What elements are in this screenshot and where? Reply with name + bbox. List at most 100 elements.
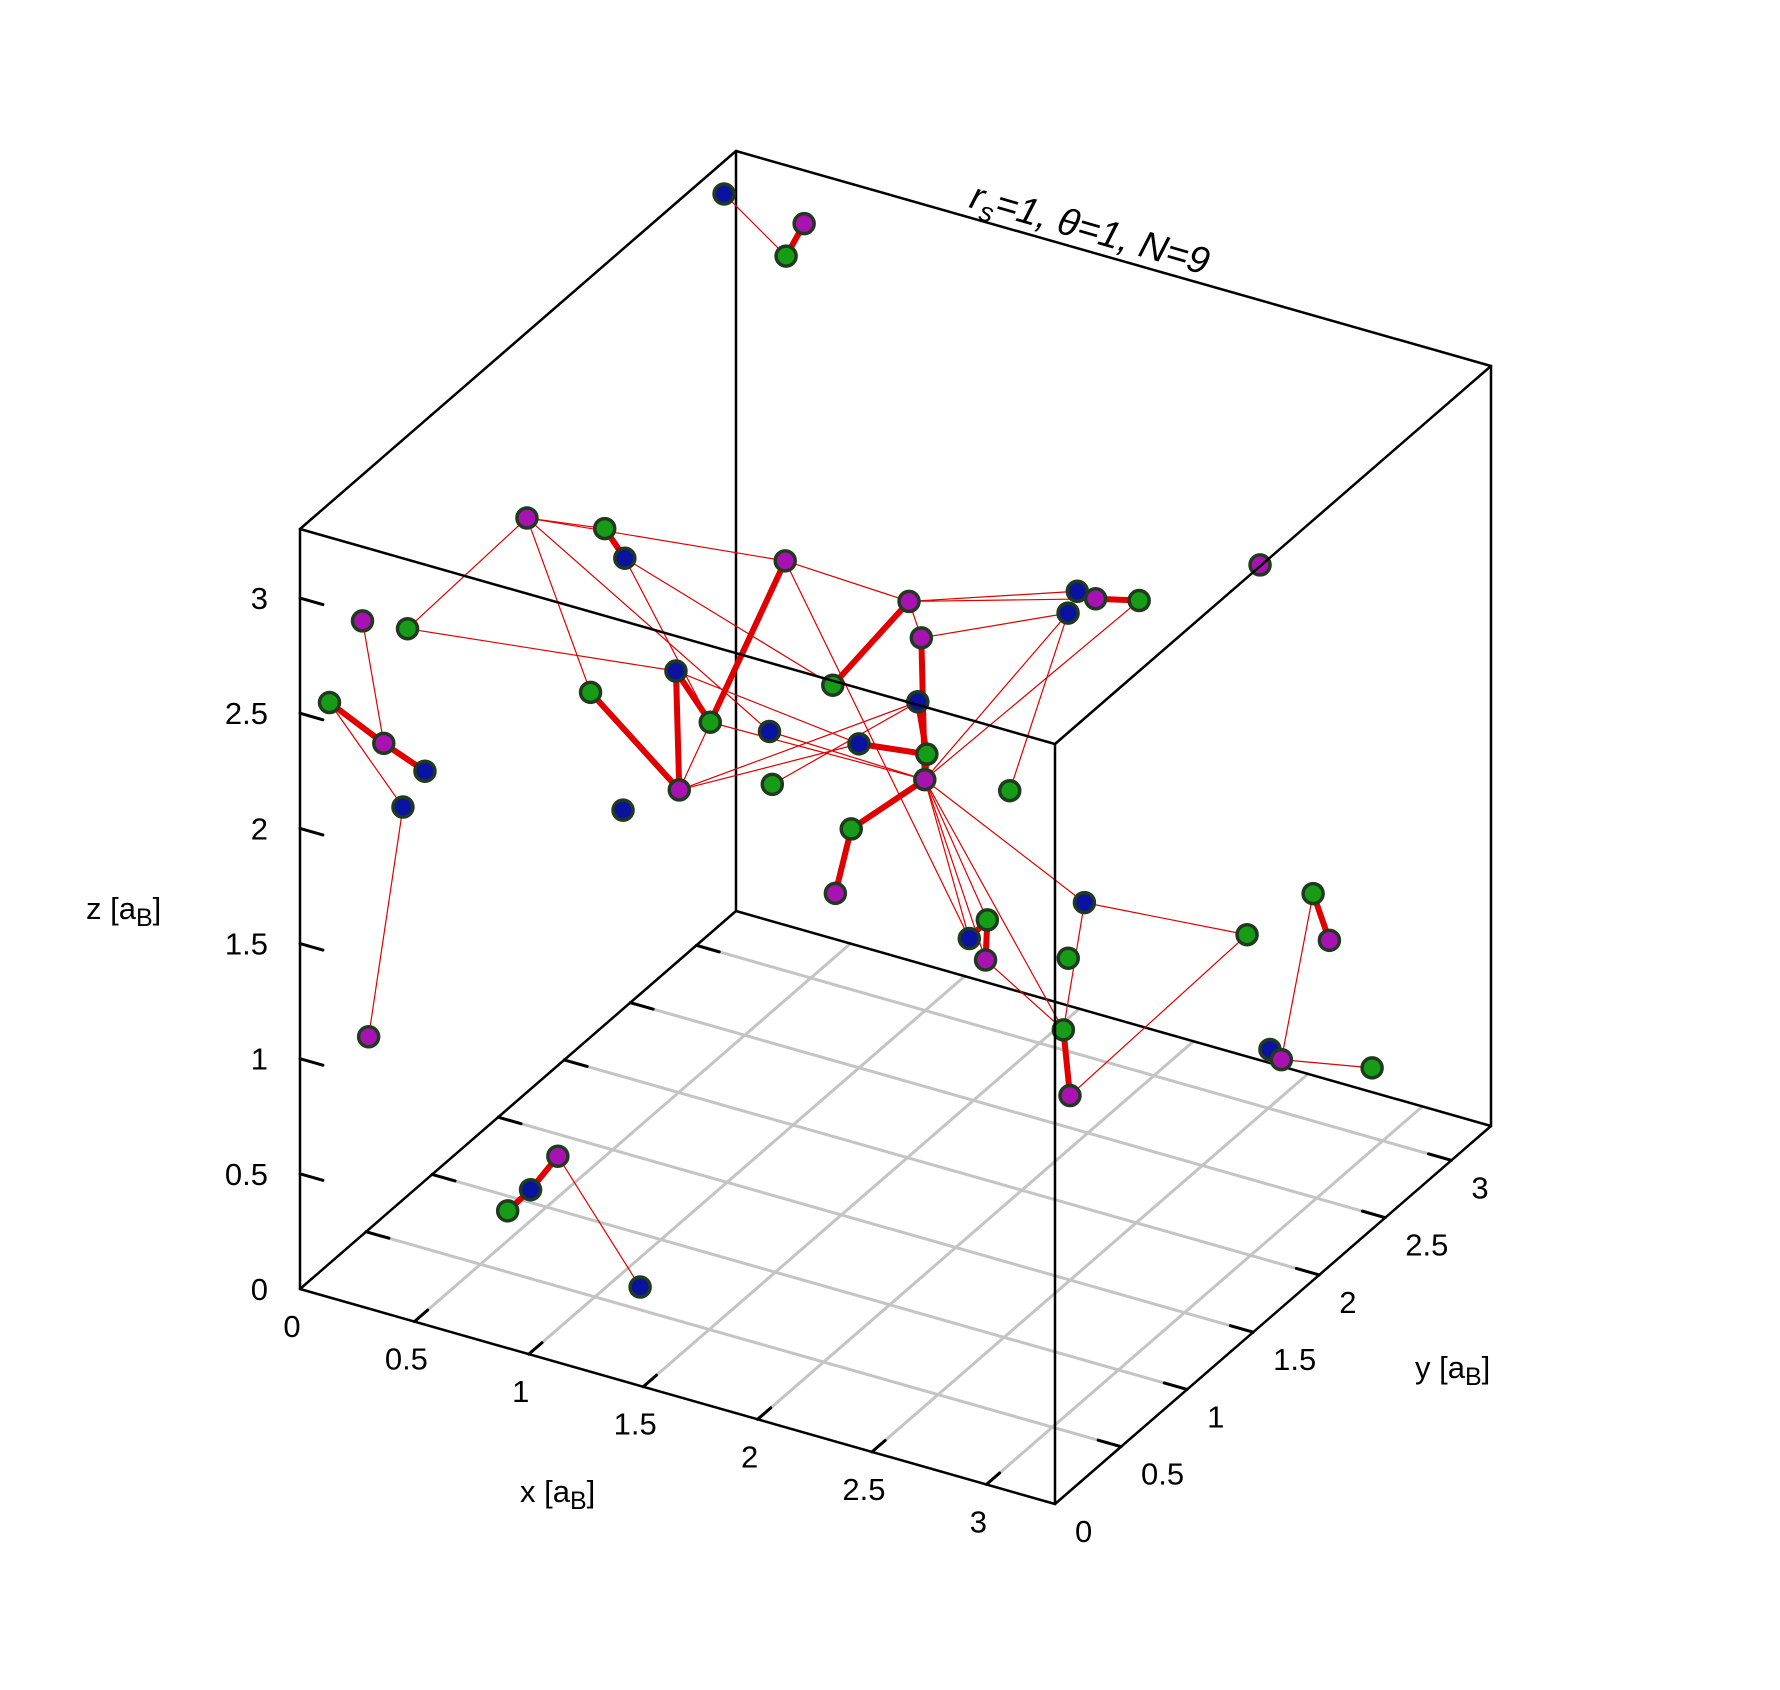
z-tick-label: 1.5 xyxy=(225,927,268,962)
link-line xyxy=(361,620,385,744)
grid-line-x xyxy=(984,1104,1424,1486)
y-tick-label: 0 xyxy=(1075,1514,1092,1549)
point-blue xyxy=(757,719,782,744)
y-tick-label: 3 xyxy=(1471,1170,1488,1205)
point-green xyxy=(997,778,1022,803)
point-green xyxy=(839,817,863,841)
grid-line-y xyxy=(628,1001,1387,1220)
link-line xyxy=(328,701,404,808)
z-tick-labels: 0 0.5 1 1.5 2 2.5 3 xyxy=(225,581,268,1307)
z-tick-label: 1 xyxy=(251,1042,268,1077)
y-tick xyxy=(694,943,721,954)
point-magenta xyxy=(973,948,998,972)
point-green xyxy=(578,680,603,705)
point-green xyxy=(1051,1018,1076,1042)
point-blue xyxy=(712,182,736,206)
link-line xyxy=(768,730,926,781)
link-line xyxy=(1069,934,1248,1097)
link-line xyxy=(920,612,1069,639)
z-tick xyxy=(298,942,325,952)
y-tick xyxy=(628,1001,655,1011)
link-line xyxy=(406,517,528,630)
point-blue xyxy=(847,732,871,756)
point-magenta xyxy=(546,1144,570,1168)
link-line xyxy=(557,1155,641,1288)
point-green xyxy=(1235,922,1259,947)
point-blue xyxy=(957,926,982,951)
point-magenta xyxy=(1269,1047,1294,1072)
box-back-edges xyxy=(298,149,1493,1291)
x-tick xyxy=(641,1373,658,1389)
point-blue xyxy=(391,795,415,819)
y-tick-label: 1.5 xyxy=(1273,1342,1316,1377)
box-edge xyxy=(298,527,1057,746)
grid-line-y xyxy=(496,1115,1255,1334)
point-blue xyxy=(1072,890,1097,915)
point-green xyxy=(317,690,342,715)
box-edge xyxy=(298,909,738,1291)
point-magenta xyxy=(792,211,816,236)
point-magenta xyxy=(773,549,797,573)
x-tick xyxy=(527,1341,544,1356)
grid-line-y xyxy=(562,1058,1321,1277)
x-tick xyxy=(984,1471,1002,1486)
point-magenta xyxy=(909,626,934,650)
link-line xyxy=(924,599,1140,781)
point-magenta xyxy=(515,506,539,530)
point-blue xyxy=(613,546,637,570)
link-line xyxy=(723,193,787,257)
x-axis-label: x [aB] xyxy=(520,1474,595,1515)
y-axis-label: y [aB] xyxy=(1415,1350,1490,1391)
z-tick-label: 3 xyxy=(251,581,268,616)
z-axis-label: z [aB] xyxy=(86,891,161,932)
point-blue xyxy=(628,1275,652,1299)
x-tick-label: 1 xyxy=(512,1374,529,1409)
y-tick-right xyxy=(1360,1209,1387,1220)
x-tick-label: 0 xyxy=(283,1309,300,1344)
link-line xyxy=(924,779,988,921)
link-line xyxy=(624,557,711,723)
y-tick-right xyxy=(1162,1381,1189,1391)
point-green xyxy=(774,244,798,268)
grid-line-x xyxy=(756,1039,1196,1421)
box-edge xyxy=(298,1287,1057,1506)
y-tick-label: 1 xyxy=(1207,1399,1224,1434)
link-line xyxy=(672,668,683,793)
link-line xyxy=(526,517,786,562)
grid-line-y xyxy=(364,1230,1123,1449)
point-green xyxy=(698,710,723,734)
point-green xyxy=(1127,588,1151,613)
point-blue xyxy=(1056,601,1080,625)
point-green xyxy=(1056,946,1080,970)
z-tick xyxy=(298,1172,325,1182)
z-tick-label: 2 xyxy=(251,811,268,846)
x-tick xyxy=(756,1406,773,1421)
point-magenta xyxy=(897,589,921,614)
points xyxy=(317,182,1384,1299)
point-green xyxy=(975,908,1000,932)
link-line xyxy=(368,806,404,1038)
x-tick xyxy=(870,1438,887,1454)
grid-line-x xyxy=(412,942,852,1324)
grid-line-x xyxy=(527,974,967,1356)
x-tick xyxy=(412,1308,430,1324)
link-line xyxy=(1083,902,1248,936)
link-line xyxy=(678,560,786,791)
link-line xyxy=(924,612,1069,781)
box-edge xyxy=(734,149,1493,368)
point-blue xyxy=(518,1177,543,1202)
box-edge xyxy=(734,909,1493,1128)
point-green xyxy=(1301,881,1325,906)
link-line xyxy=(1280,892,1314,1061)
box-edge xyxy=(298,149,738,531)
point-green xyxy=(592,516,617,541)
x-tick-labels: 0 0.5 1 1.5 2 2.5 3 xyxy=(283,1309,987,1539)
link-line xyxy=(1280,1059,1373,1069)
point-green xyxy=(395,616,420,641)
link-line xyxy=(848,776,928,832)
y-tick xyxy=(562,1058,589,1068)
x-tick-label: 2.5 xyxy=(842,1472,885,1507)
y-tick-label: 0.5 xyxy=(1141,1457,1184,1492)
link-line xyxy=(709,721,926,781)
